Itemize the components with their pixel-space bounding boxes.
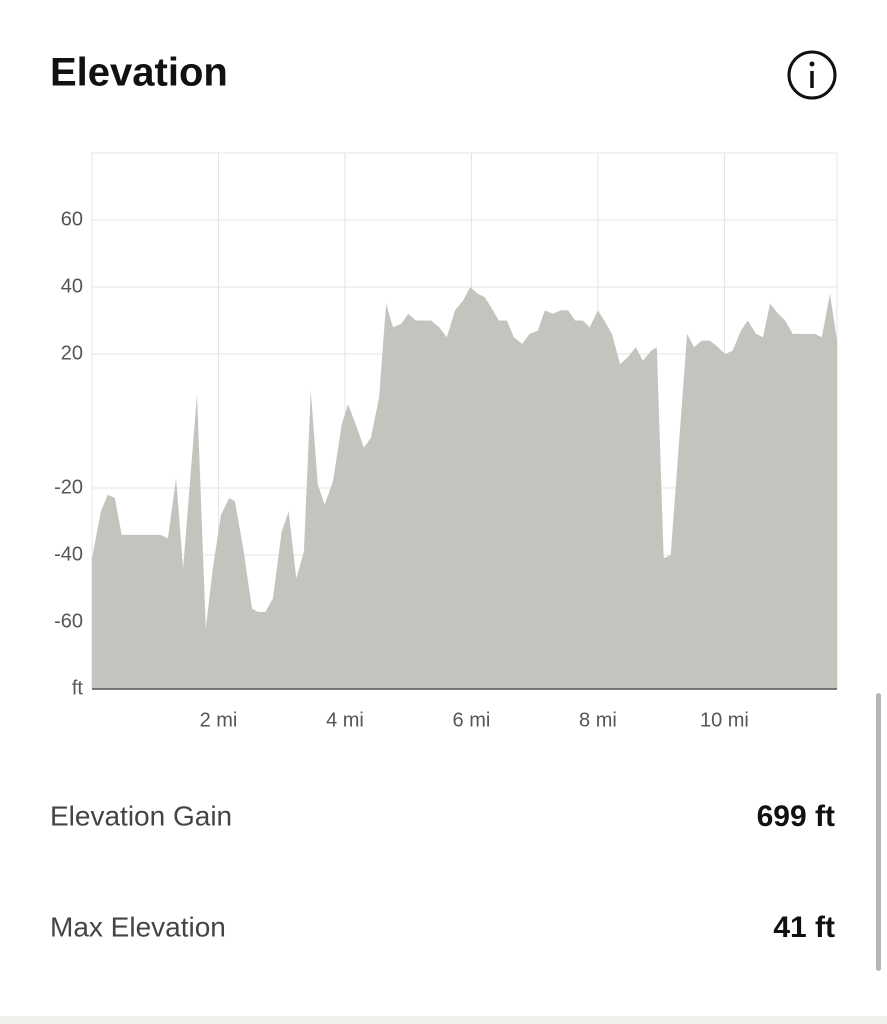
x-tick-label: 2 mi <box>200 709 238 731</box>
y-tick-label: 40 <box>61 275 83 297</box>
y-tick-label: 20 <box>61 342 83 364</box>
y-tick-label: -20 <box>54 476 83 498</box>
stat-value: 699 ft <box>757 800 835 833</box>
scrollbar <box>876 693 881 971</box>
info-button[interactable] <box>787 50 837 100</box>
info-dot <box>809 61 815 67</box>
bottom-bar <box>0 1016 887 1024</box>
y-tick-label: 60 <box>61 208 83 230</box>
elevation-area <box>92 287 837 689</box>
y-tick-label: ft <box>72 677 84 699</box>
y-tick-label: -60 <box>54 610 83 632</box>
title: Elevation <box>50 51 228 95</box>
x-tick-label: 8 mi <box>579 709 617 731</box>
stat-label: Max Elevation <box>50 911 226 942</box>
x-tick-label: 4 mi <box>326 709 364 731</box>
info-icon[interactable] <box>787 50 837 100</box>
stat-value: 41 ft <box>773 911 835 944</box>
x-tick-label: 6 mi <box>453 709 491 731</box>
stat-label: Elevation Gain <box>50 800 232 831</box>
y-tick-label: -40 <box>54 543 83 565</box>
plot: ft -60 -40 -20 20 40 60 2 mi 4 mi 6 mi 8 mi 10 mi <box>54 152 838 731</box>
x-tick-label: 10 mi <box>700 709 749 731</box>
